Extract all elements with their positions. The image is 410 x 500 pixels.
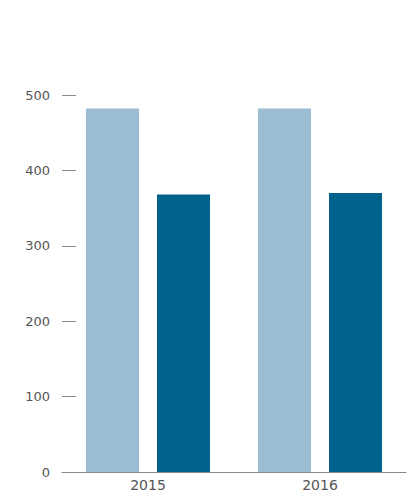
svg-text:100: 100 xyxy=(25,389,50,404)
svg-text:0: 0 xyxy=(42,465,50,480)
svg-text:200: 200 xyxy=(25,314,50,329)
svg-text:400: 400 xyxy=(25,163,50,178)
svg-text:300: 300 xyxy=(25,238,50,253)
svg-text:2016: 2016 xyxy=(302,477,338,493)
svg-text:2015: 2015 xyxy=(130,477,166,493)
svg-text:500: 500 xyxy=(25,88,50,103)
